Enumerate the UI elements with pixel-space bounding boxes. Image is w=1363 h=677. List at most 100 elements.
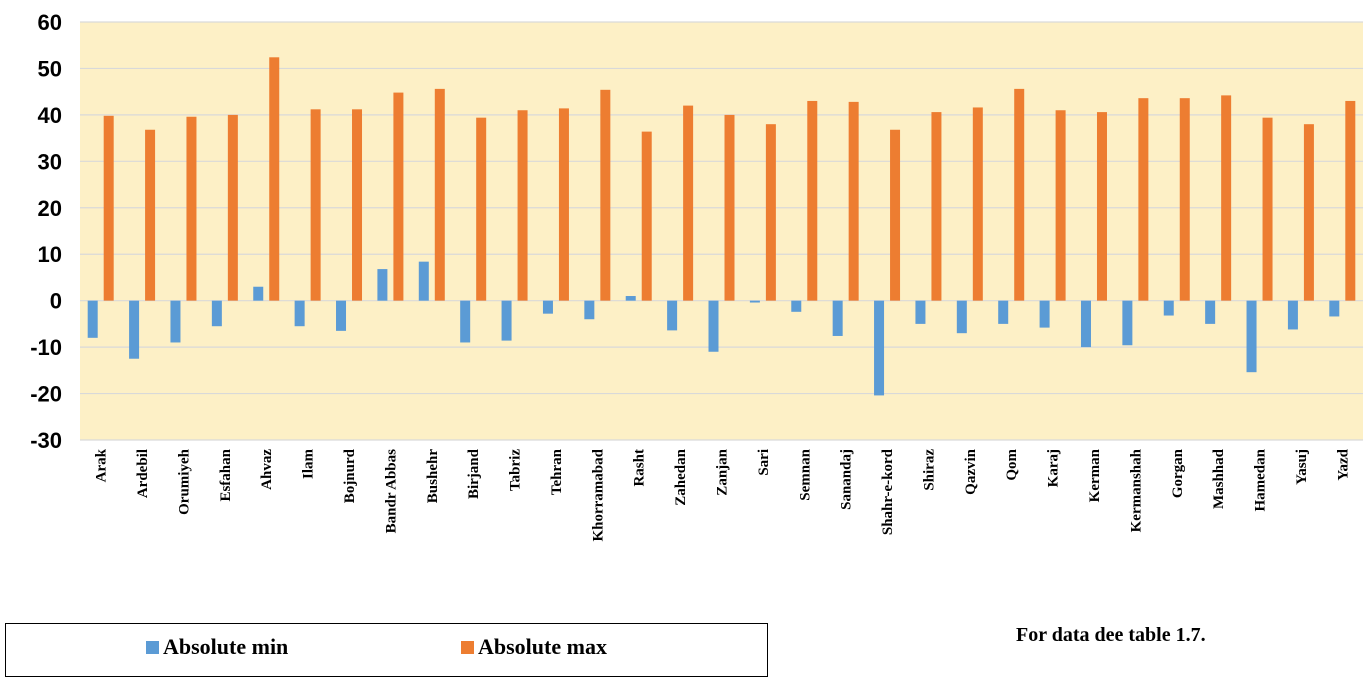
bar-absolute-max [890, 129, 901, 301]
bar-absolute-min [956, 300, 967, 334]
x-tick-label: Rasht [632, 449, 648, 487]
x-tick-label: Zanjan [715, 448, 731, 495]
bar-absolute-max [310, 109, 321, 301]
legend: Absolute min Absolute max [5, 623, 768, 677]
gridlines [80, 21, 1363, 441]
x-tick-label: Birjand [466, 448, 482, 499]
y-tick-label: 50 [38, 56, 62, 81]
bar-absolute-max [227, 114, 238, 301]
x-tick-label: Tabriz [508, 449, 524, 491]
legend-swatch-min [146, 640, 159, 654]
y-tick-label: 30 [38, 149, 62, 174]
x-tick-label: Ardebil [135, 449, 151, 498]
bar-absolute-max [848, 101, 859, 301]
x-tick-label: Kerman [1087, 448, 1103, 502]
bar-absolute-min [998, 300, 1009, 324]
legend-label-max: Absolute max [478, 634, 607, 659]
y-tick-label: 0 [50, 289, 62, 314]
bar-absolute-max [269, 57, 280, 301]
bar-absolute-max [103, 115, 114, 301]
bar-absolute-min [708, 300, 719, 352]
legend-label-min: Absolute min [163, 634, 289, 659]
bar-absolute-min [667, 300, 678, 331]
y-tick-label: 60 [38, 10, 62, 35]
x-tick-label: Ilam [301, 448, 317, 479]
bar-absolute-min [501, 300, 512, 341]
legend-item-min: Absolute min [146, 634, 288, 660]
y-tick-label: -20 [30, 382, 62, 407]
bar-absolute-max [1096, 112, 1107, 301]
bar-absolute-min [129, 300, 140, 359]
x-tick-label: Bojnurd [342, 448, 358, 503]
bar-absolute-max [600, 89, 611, 301]
bar-absolute-max [724, 114, 735, 301]
legend-swatch-max [461, 640, 474, 654]
bar-absolute-min [1287, 300, 1298, 330]
bar-absolute-max [1138, 98, 1149, 301]
bar-absolute-min [87, 300, 98, 338]
bar-absolute-min [1205, 300, 1216, 324]
bar-absolute-min [377, 269, 388, 301]
x-tick-label: Orumiyeh [176, 448, 192, 514]
x-tick-label: Shiraz [921, 449, 937, 491]
x-tick-label: Bushehr [425, 449, 441, 504]
bar-absolute-max [1179, 98, 1190, 301]
bar-absolute-max [517, 110, 528, 301]
bar-absolute-max [1262, 117, 1273, 301]
x-tick-label: Shahr-e-kord [880, 448, 896, 535]
x-axis-ticks: Arak Ardebil Orumiyeh Esfahan Ahvaz Ilam Bojnu… [94, 448, 1352, 541]
x-tick-label: Hamedan [1253, 448, 1269, 511]
bar-absolute-min [1246, 300, 1257, 373]
bar-absolute-max [931, 112, 942, 301]
bar-absolute-max [393, 92, 404, 301]
y-tick-label: 10 [38, 242, 62, 267]
y-tick-label: 40 [38, 103, 62, 128]
x-tick-label: Yazd [1335, 448, 1351, 480]
bar-absolute-min [749, 300, 760, 303]
bar-absolute-max [186, 116, 197, 301]
bar-absolute-max [352, 109, 363, 301]
x-tick-label: Qom [1004, 449, 1020, 481]
bar-absolute-max [683, 105, 694, 301]
bar-absolute-min [584, 300, 595, 320]
y-axis-ticks: 60 50 40 30 20 10 0 -10 -20 -30 [30, 10, 62, 453]
bar-absolute-max [1303, 124, 1314, 301]
bar-absolute-min [1163, 300, 1174, 316]
bar-absolute-max [558, 108, 569, 301]
bar-absolute-max [434, 88, 445, 301]
x-tick-label: Zahedan [673, 448, 689, 505]
bar-absolute-max [1345, 100, 1356, 301]
x-tick-label: Arak [94, 448, 110, 482]
plot-area [80, 22, 1363, 440]
x-tick-label: Esfahan [218, 448, 234, 501]
x-tick-label: Kermanshah [1128, 448, 1144, 532]
y-tick-label: -30 [30, 428, 62, 453]
bar-absolute-min [874, 300, 885, 396]
x-tick-label: Karaj [1046, 449, 1062, 487]
bar-absolute-max [476, 117, 487, 301]
x-tick-label: Khorramabad [590, 448, 606, 541]
bar-absolute-max [765, 124, 776, 301]
bar-absolute-max [1014, 88, 1025, 301]
bar-absolute-min [1039, 300, 1050, 328]
x-tick-label: Sari [756, 449, 772, 476]
bar-absolute-min [1122, 300, 1133, 346]
x-tick-label: Sanandaj [839, 449, 855, 510]
x-tick-label: Qazvin [963, 448, 979, 494]
bar-absolute-min [1329, 300, 1340, 317]
bar-absolute-min [418, 261, 429, 301]
x-tick-label: Yasuj [1294, 449, 1310, 485]
bar-absolute-max [145, 129, 156, 301]
bar-absolute-max [807, 100, 818, 301]
bar-absolute-max [1221, 95, 1232, 301]
bar-absolute-min [915, 300, 926, 324]
x-tick-label: Ahvaz [259, 449, 275, 490]
bar-absolute-min [542, 300, 553, 314]
bar-absolute-min [253, 286, 264, 301]
source-note: For data dee table 1.7. [1016, 624, 1206, 646]
bar-absolute-min [625, 296, 636, 301]
bar-absolute-max [641, 131, 652, 301]
bar-absolute-min [294, 300, 305, 327]
bar-absolute-min [170, 300, 181, 343]
bar-absolute-max [1055, 110, 1066, 301]
